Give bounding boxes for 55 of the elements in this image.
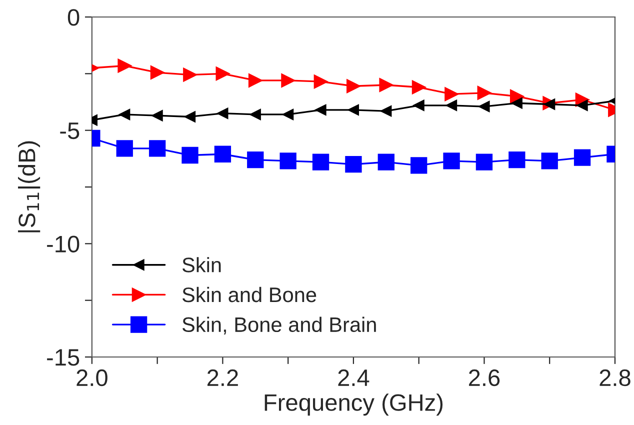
y-tick-label: 0 [68, 9, 80, 26]
x-tick-label: 2.0 [76, 369, 108, 386]
point [250, 108, 261, 120]
legend-label: Skin and Bone [182, 286, 316, 302]
point [315, 104, 326, 116]
point [214, 146, 232, 162]
point [119, 108, 130, 120]
point [477, 86, 492, 100]
point [217, 108, 228, 119]
point [541, 152, 558, 170]
point [345, 156, 362, 173]
point [184, 111, 196, 122]
point [478, 100, 490, 112]
point [476, 154, 493, 170]
point [510, 89, 524, 104]
y-tick-label: -15 [47, 349, 80, 366]
x-tick-label: 2.4 [338, 369, 370, 386]
point [116, 140, 133, 157]
point [148, 140, 166, 157]
point [413, 100, 424, 111]
point [282, 108, 294, 120]
point [280, 152, 296, 170]
point [380, 106, 392, 117]
point [314, 74, 328, 89]
point [216, 66, 230, 81]
legend-label: Skin, Bone and Brain [182, 316, 376, 335]
point [379, 78, 394, 92]
point [346, 79, 360, 94]
legend-label: Skin [182, 257, 221, 272]
y-tick-label: -5 [60, 122, 80, 140]
point [410, 157, 428, 174]
point [378, 154, 394, 170]
point [281, 74, 296, 88]
y-axis-title: |S$_{11}$|(dB) [18, 141, 40, 232]
point [118, 58, 132, 73]
point [312, 154, 330, 170]
point [444, 87, 458, 102]
y-tick-label: -10 [47, 236, 80, 252]
point [248, 74, 262, 88]
point [348, 104, 360, 116]
point [183, 68, 197, 82]
x-axis-title: Frequency (GHz) [264, 394, 443, 416]
point [247, 151, 264, 168]
point [508, 151, 526, 168]
point [412, 80, 426, 94]
point [511, 98, 522, 109]
point [446, 100, 458, 111]
point [152, 110, 163, 122]
point [443, 152, 460, 170]
point [182, 146, 198, 164]
point [574, 149, 591, 166]
x-tick-label: 2.6 [468, 369, 500, 386]
x-tick-label: 2.8 [600, 369, 630, 386]
x-tick-label: 2.2 [207, 369, 238, 386]
point [150, 66, 164, 80]
